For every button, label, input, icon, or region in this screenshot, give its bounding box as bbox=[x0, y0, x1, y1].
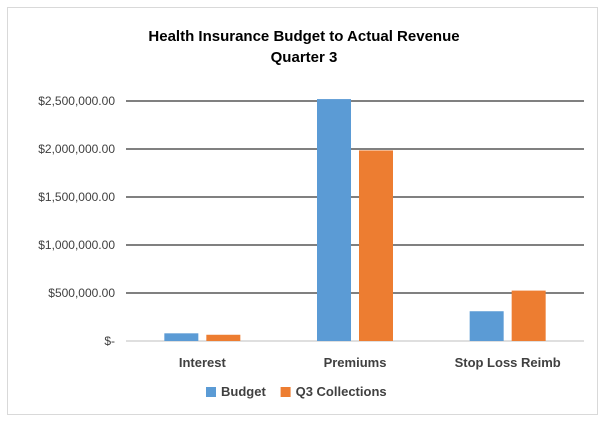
x-category-label: Premiums bbox=[324, 355, 387, 370]
bar-q3-collections-premiums bbox=[359, 150, 393, 341]
legend-swatch bbox=[206, 387, 216, 397]
bar-q3-collections-stop-loss-reimb bbox=[511, 290, 546, 341]
bar-chart: Health Insurance Budget to Actual Revenu… bbox=[38, 28, 584, 399]
bars bbox=[164, 99, 546, 341]
legend-label: Q3 Collections bbox=[296, 384, 387, 399]
legend-swatch bbox=[280, 387, 291, 397]
chart-title-line-2: Quarter 3 bbox=[271, 49, 338, 66]
y-axis-tick-labels: $- $500,000.00 $1,000,000.00 $1,500,000.00 $… bbox=[38, 94, 115, 348]
bar-budget-premiums bbox=[317, 99, 351, 341]
x-axis-category-labels: Interest Premiums Stop Loss Reimb bbox=[179, 355, 561, 370]
chart-title: Health Insurance Budget to Actual Revenu… bbox=[148, 28, 459, 66]
bar-budget-interest bbox=[164, 333, 199, 341]
y-tick-label: $1,000,000.00 bbox=[38, 238, 115, 252]
y-tick-label: $2,000,000.00 bbox=[38, 142, 115, 156]
gridlines bbox=[126, 100, 584, 342]
legend: Budget Q3 Collections bbox=[206, 384, 387, 399]
chart-title-line-1: Health Insurance Budget to Actual Revenu… bbox=[148, 28, 459, 45]
y-tick-label: $- bbox=[104, 334, 115, 348]
chart-frame: Health Insurance Budget to Actual Revenu… bbox=[7, 7, 598, 415]
legend-label: Budget bbox=[221, 384, 266, 399]
y-tick-label: $1,500,000.00 bbox=[38, 190, 115, 204]
bar-budget-stop-loss-reimb bbox=[469, 311, 504, 341]
x-category-label: Interest bbox=[179, 355, 227, 370]
y-tick-label: $2,500,000.00 bbox=[38, 94, 115, 108]
x-category-label: Stop Loss Reimb bbox=[455, 355, 561, 370]
bar-q3-collections-interest bbox=[206, 334, 241, 341]
y-tick-label: $500,000.00 bbox=[48, 286, 115, 300]
